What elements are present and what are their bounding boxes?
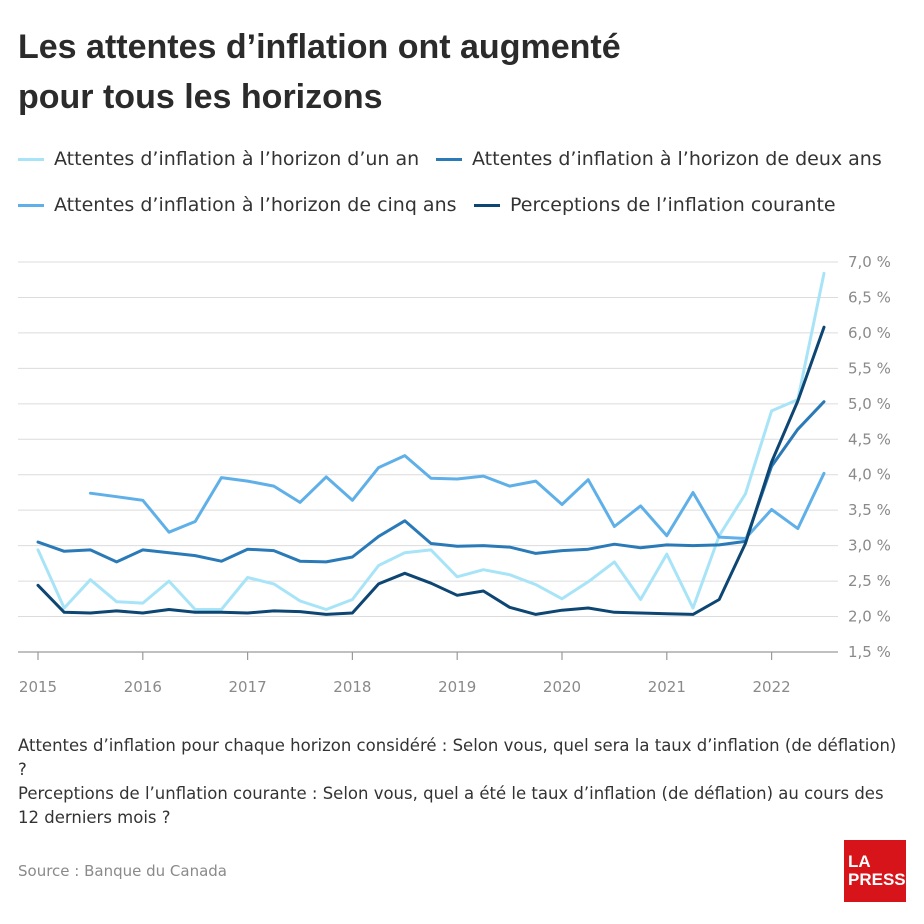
y-axis-labels: 1,5 % 2,0 % 2,5 % 3,0 % 3,5 % 4,0 % 4,5 % 5,0 %… xyxy=(848,253,891,661)
series-line-current xyxy=(36,325,826,616)
y-tick-label: 5,0 % xyxy=(848,395,891,413)
y-tick-label: 4,0 % xyxy=(848,466,891,484)
grid-lines xyxy=(18,261,838,653)
x-tick-label: 2015 xyxy=(19,678,57,696)
logo-line1: LA xyxy=(848,852,871,871)
chart-title-line1: Les attentes d’inflation ont augmenté xyxy=(18,28,621,66)
series-line-two-year xyxy=(36,400,826,564)
x-tick-label: 2018 xyxy=(333,678,371,696)
legend-item-one-year: Attentes d’inflation à l’horizon d’un an xyxy=(18,148,419,170)
y-tick-label: 7,0 % xyxy=(848,253,891,271)
y-tick-label: 1,5 % xyxy=(848,643,891,661)
legend-item-current: Perceptions de l’inflation courante xyxy=(474,194,836,216)
legend-label-one-year: Attentes d’inflation à l’horizon d’un an xyxy=(54,148,420,170)
y-tick-label: 4,5 % xyxy=(848,430,891,448)
x-tick-label: 2022 xyxy=(753,678,791,696)
series-line-one-year xyxy=(36,271,826,611)
legend-label-current: Perceptions de l’inflation courante xyxy=(510,194,836,216)
x-tick-label: 2021 xyxy=(648,678,686,696)
legend-swatch-current xyxy=(474,203,500,207)
chart-title: Les attentes d’inflation ont augmenté po… xyxy=(18,22,898,122)
note-expectations: Attentes d’inflation pour chaque horizon… xyxy=(18,736,897,779)
y-tick-label: 5,5 % xyxy=(848,359,891,377)
x-axis: 2015 2016 2017 2018 2019 2020 2021 2022 xyxy=(18,651,838,696)
legend-label-five-year: Attentes d’inflation à l’horizon de cinq… xyxy=(54,194,457,216)
la-presse-logo: LA PRESSE xyxy=(844,840,917,902)
y-tick-label: 2,5 % xyxy=(848,572,891,590)
legend-item-two-year: Attentes d’inflation à l’horizon de deux… xyxy=(436,148,882,170)
x-tick-label: 2019 xyxy=(438,678,476,696)
legend-swatch-two-year xyxy=(436,157,462,161)
y-tick-label: 6,0 % xyxy=(848,324,891,342)
series-line-five-year xyxy=(88,454,826,540)
y-tick-label: 2,0 % xyxy=(848,608,891,626)
legend-item-five-year: Attentes d’inflation à l’horizon de cinq… xyxy=(18,194,457,216)
legend-swatch-one-year xyxy=(18,157,44,161)
y-tick-label: 3,0 % xyxy=(848,537,891,555)
legend-label-two-year: Attentes d’inflation à l’horizon de deux… xyxy=(472,148,882,170)
x-tick-label: 2020 xyxy=(543,678,581,696)
y-tick-label: 6,5 % xyxy=(848,288,891,306)
note-perceptions: Perceptions de l’unflation courante : Se… xyxy=(18,784,884,827)
chart-notes: Attentes d’inflation pour chaque horizon… xyxy=(18,734,898,830)
source-text: Source : Banque du Canada xyxy=(18,862,227,880)
x-tick-label: 2017 xyxy=(229,678,267,696)
line-chart: 1,5 % 2,0 % 2,5 % 3,0 % 3,5 % 4,0 % 4,5 % 5,0 %… xyxy=(18,253,891,696)
logo-line2: PRESSE xyxy=(848,870,917,889)
series-lines xyxy=(36,271,826,616)
y-tick-label: 3,5 % xyxy=(848,501,891,519)
legend-swatch-five-year xyxy=(18,203,44,207)
x-tick-label: 2016 xyxy=(124,678,162,696)
chart-title-line2: pour tous les horizons xyxy=(18,78,383,116)
